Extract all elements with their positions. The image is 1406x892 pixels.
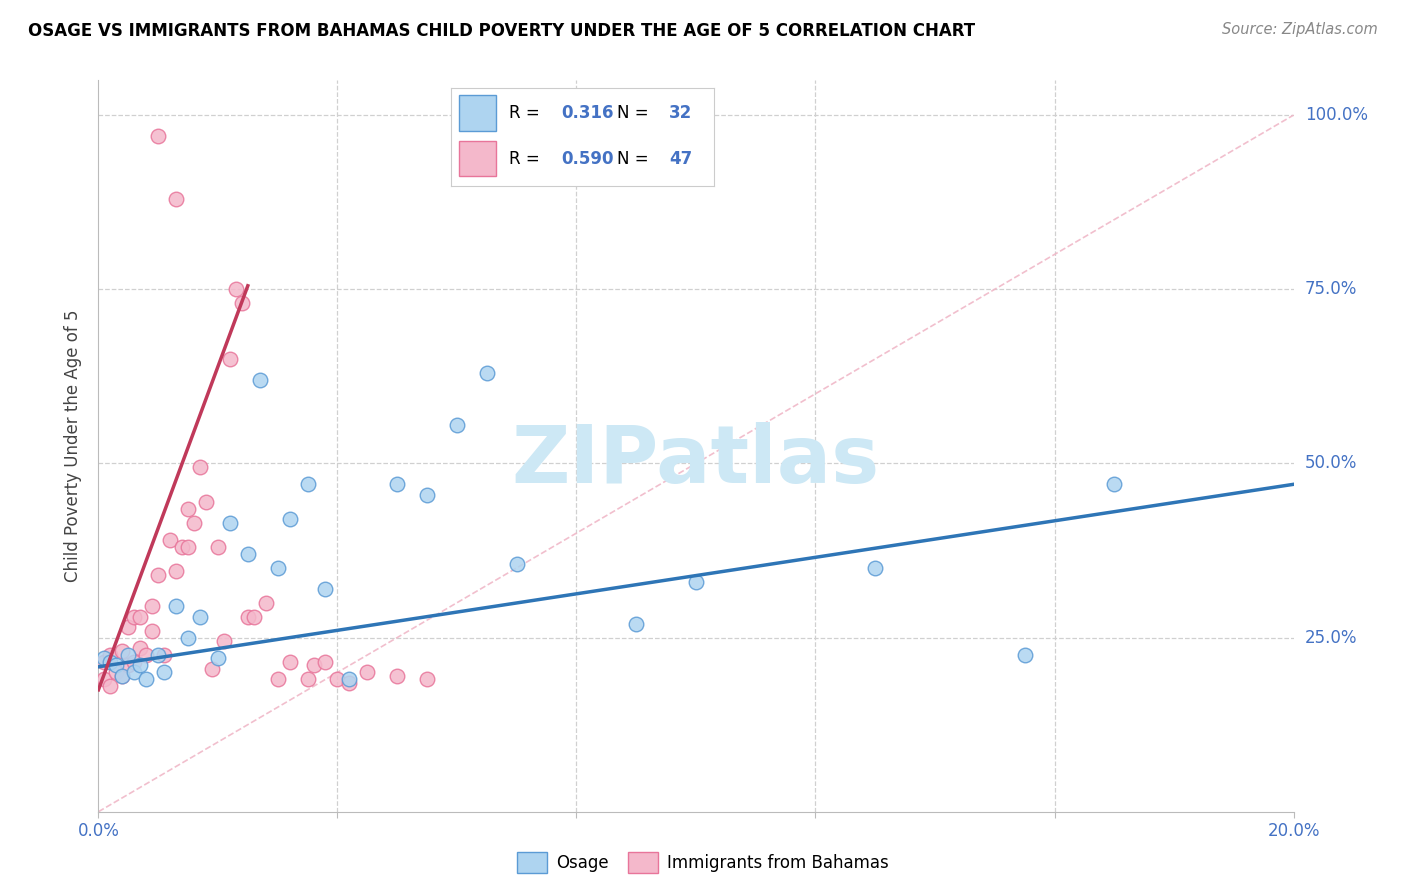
- Point: [117, 658, 139, 673]
- Point: [188, 459, 211, 474]
- Point: [278, 655, 301, 669]
- Point: [416, 488, 439, 502]
- Point: [278, 512, 301, 526]
- Point: [356, 665, 378, 680]
- Point: [165, 565, 187, 579]
- Point: [141, 624, 163, 638]
- Point: [177, 540, 200, 554]
- Point: [105, 658, 128, 673]
- Point: [148, 128, 170, 143]
- Point: [236, 547, 259, 561]
- Point: [624, 616, 647, 631]
- Point: [243, 609, 266, 624]
- Point: [315, 655, 337, 669]
- Point: [339, 673, 360, 687]
- Point: [194, 494, 218, 508]
- Point: [212, 634, 235, 648]
- Y-axis label: Child Poverty Under the Age of 5: Child Poverty Under the Age of 5: [65, 310, 83, 582]
- Point: [98, 679, 122, 693]
- Point: [129, 640, 152, 655]
- Point: [159, 533, 181, 547]
- Point: [219, 516, 242, 530]
- Point: [111, 669, 134, 683]
- Point: [207, 540, 229, 554]
- Point: [236, 609, 259, 624]
- Point: [685, 574, 707, 589]
- Point: [188, 609, 211, 624]
- Point: [1014, 648, 1036, 662]
- Text: 25.0%: 25.0%: [1305, 629, 1357, 647]
- Point: [98, 648, 122, 662]
- Point: [135, 648, 157, 662]
- Point: [1104, 477, 1126, 491]
- Point: [93, 651, 115, 665]
- Point: [153, 665, 176, 680]
- Point: [446, 418, 468, 433]
- Point: [225, 282, 247, 296]
- Point: [111, 644, 134, 658]
- Point: [153, 648, 176, 662]
- Point: [124, 609, 146, 624]
- Point: [177, 631, 200, 645]
- Point: [506, 558, 529, 572]
- Point: [165, 192, 187, 206]
- Point: [172, 540, 194, 554]
- Point: [129, 658, 152, 673]
- Point: [148, 648, 170, 662]
- Point: [475, 366, 498, 380]
- Text: OSAGE VS IMMIGRANTS FROM BAHAMAS CHILD POVERTY UNDER THE AGE OF 5 CORRELATION CH: OSAGE VS IMMIGRANTS FROM BAHAMAS CHILD P…: [28, 22, 976, 40]
- Point: [165, 599, 187, 614]
- Point: [98, 655, 122, 669]
- Point: [135, 673, 157, 687]
- Point: [231, 296, 253, 310]
- Point: [124, 655, 146, 669]
- Point: [219, 351, 242, 366]
- Text: Source: ZipAtlas.com: Source: ZipAtlas.com: [1222, 22, 1378, 37]
- Point: [117, 648, 139, 662]
- Point: [416, 673, 439, 687]
- Point: [297, 477, 319, 491]
- Point: [117, 620, 139, 634]
- Point: [302, 658, 325, 673]
- Point: [141, 599, 163, 614]
- Text: ZIPatlas: ZIPatlas: [512, 422, 880, 500]
- Point: [339, 676, 360, 690]
- Point: [315, 582, 337, 596]
- Point: [254, 596, 277, 610]
- Point: [385, 477, 409, 491]
- Legend: Osage, Immigrants from Bahamas: Osage, Immigrants from Bahamas: [510, 846, 896, 880]
- Point: [177, 501, 200, 516]
- Text: 75.0%: 75.0%: [1305, 280, 1357, 298]
- Point: [105, 665, 128, 680]
- Point: [865, 561, 887, 575]
- Point: [249, 373, 271, 387]
- Point: [111, 669, 134, 683]
- Point: [93, 673, 115, 687]
- Point: [124, 665, 146, 680]
- Point: [385, 669, 409, 683]
- Text: 100.0%: 100.0%: [1305, 106, 1368, 124]
- Point: [326, 673, 349, 687]
- Text: 50.0%: 50.0%: [1305, 454, 1357, 473]
- Point: [201, 662, 224, 676]
- Point: [93, 655, 115, 669]
- Point: [297, 673, 319, 687]
- Point: [267, 561, 290, 575]
- Point: [129, 609, 152, 624]
- Point: [183, 516, 205, 530]
- Point: [207, 651, 229, 665]
- Point: [267, 673, 290, 687]
- Point: [148, 567, 170, 582]
